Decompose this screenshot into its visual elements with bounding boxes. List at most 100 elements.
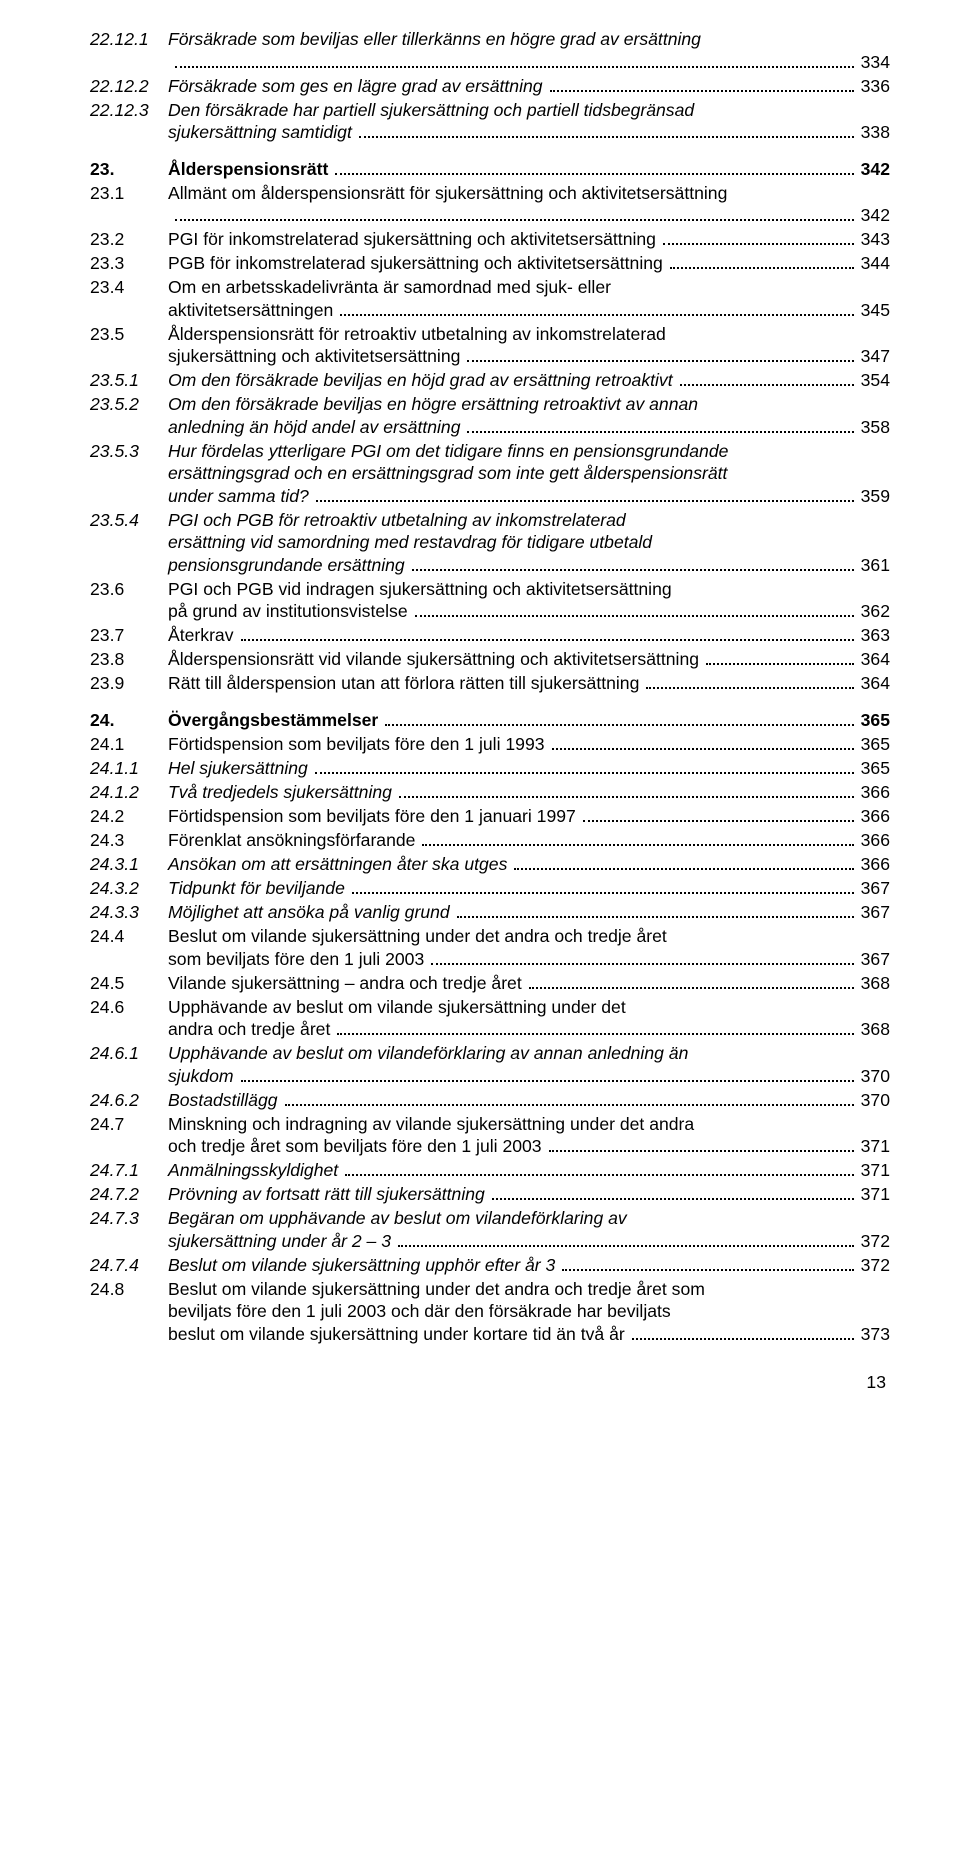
- toc-entry-title: aktivitetsersättningen: [168, 299, 337, 322]
- toc-leader: [550, 80, 854, 92]
- toc-leader: [514, 858, 853, 870]
- toc-entry-title-line: Upphävande av beslut om vilandeförklarin…: [168, 1042, 890, 1065]
- toc-entry: 22.12.3Den försäkrade har partiell sjuke…: [90, 99, 890, 144]
- toc-entry-page: 370: [857, 1065, 890, 1088]
- toc-entry-title: Hel sjukersättning: [168, 757, 312, 780]
- toc-entry-page: 366: [857, 853, 890, 876]
- toc-entry: 23.9Rätt till ålderspension utan att för…: [90, 672, 890, 695]
- toc-entry-page: 371: [857, 1135, 890, 1158]
- toc-entry-page: 358: [857, 416, 890, 439]
- toc-entry-page: 368: [857, 972, 890, 995]
- toc-entry-title-line: Beslut om vilande sjukersättning under d…: [168, 925, 890, 948]
- toc-entry-title-line: Den försäkrade har partiell sjukersättni…: [168, 99, 890, 122]
- toc-entry-title: Förtidspension som beviljats före den 1 …: [168, 733, 549, 756]
- toc-entry-title-line: Ålderspensionsrätt för retroaktiv utbeta…: [168, 323, 890, 346]
- toc-entry: 24.3.3Möjlighet att ansöka på vanlig gru…: [90, 901, 890, 924]
- toc-entry-label: 24.7: [90, 1113, 168, 1136]
- toc-entry: 23.8Ålderspensionsrätt vid vilande sjuke…: [90, 648, 890, 671]
- toc-entry-label: 24.3: [90, 829, 168, 852]
- toc-entry-body: Återkrav363: [168, 624, 890, 647]
- toc-entry-title-line: sjukersättning under år 2 – 3372: [168, 1230, 890, 1253]
- toc-entry-body: Två tredjedels sjukersättning366: [168, 781, 890, 804]
- toc-entry-title-line: ersättningsgrad och en ersättningsgrad s…: [168, 462, 890, 485]
- toc-entry-title: Ansökan om att ersättningen åter ska utg…: [168, 853, 511, 876]
- toc-leader: [241, 630, 854, 642]
- toc-leader: [562, 1259, 853, 1271]
- toc-entry-title-line: Om den försäkrade beviljas en högre ersä…: [168, 393, 890, 416]
- toc-entry-title-line: Ålderspensionsrätt342: [168, 158, 890, 181]
- toc-entry: 23.6PGI och PGB vid indragen sjukersättn…: [90, 578, 890, 623]
- toc-entry-label: 24.6.1: [90, 1042, 168, 1065]
- toc-entry-title-line: Om den försäkrade beviljas en höjd grad …: [168, 369, 890, 392]
- toc-entry-title-line: och tredje året som beviljats före den 1…: [168, 1135, 890, 1158]
- toc-leader: [241, 1070, 854, 1082]
- toc-entry: 24.3Förenklat ansökningsförfarande366: [90, 829, 890, 852]
- toc-entry-page: 370: [857, 1089, 890, 1112]
- toc-entry-title-line: Möjlighet att ansöka på vanlig grund367: [168, 901, 890, 924]
- toc-entry-title-line: aktivitetsersättningen345: [168, 299, 890, 322]
- toc-entry: 24.3.2Tidpunkt för beviljande367: [90, 877, 890, 900]
- toc-entry-title-line: Beslut om vilande sjukersättning upphör …: [168, 1254, 890, 1277]
- toc-entry-page: 366: [857, 829, 890, 852]
- toc-entry-page: 343: [857, 228, 890, 251]
- toc-entry-title: Ålderspensionsrätt vid vilande sjukersät…: [168, 648, 703, 671]
- toc-entry-label: 23.6: [90, 578, 168, 601]
- toc-entry-page: 364: [857, 648, 890, 671]
- toc-entry-label: 23.2: [90, 228, 168, 251]
- toc-leader: [549, 1141, 854, 1153]
- toc-entry-title-line: Rätt till ålderspension utan att förlora…: [168, 672, 890, 695]
- toc-entry-body: Prövning av fortsatt rätt till sjukersät…: [168, 1183, 890, 1206]
- toc-entry-label: 24.1.1: [90, 757, 168, 780]
- toc-entry-title: Anmälningsskyldighet: [168, 1159, 342, 1182]
- toc-entry-title-line: som beviljats före den 1 juli 2003367: [168, 948, 890, 971]
- toc-entry-title: och tredje året som beviljats före den 1…: [168, 1135, 546, 1158]
- toc-entry-label: 23.5.4: [90, 509, 168, 532]
- toc-entry-title-line: 342: [168, 204, 890, 227]
- toc-entry-page: 367: [857, 901, 890, 924]
- toc-entry: 23.4Om en arbetsskadelivränta är samordn…: [90, 276, 890, 321]
- toc-entry: 24.1.2Två tredjedels sjukersättning366: [90, 781, 890, 804]
- toc-entry-body: Rätt till ålderspension utan att förlora…: [168, 672, 890, 695]
- toc-entry-label: 24.7.3: [90, 1207, 168, 1230]
- toc-entry-label: 23.3: [90, 252, 168, 275]
- toc-leader: [316, 490, 854, 502]
- toc-entry-body: Anmälningsskyldighet371: [168, 1159, 890, 1182]
- toc-entry-page: 336: [857, 75, 890, 98]
- toc-entry-body: Den försäkrade har partiell sjukersättni…: [168, 99, 890, 144]
- toc-entry-title: Vilande sjukersättning – andra och tredj…: [168, 972, 526, 995]
- toc-entry: 24.7.3Begäran om upphävande av beslut om…: [90, 1207, 890, 1252]
- toc-entry-title-line: Hur fördelas ytterligare PGI om det tidi…: [168, 440, 890, 463]
- toc-leader: [412, 559, 854, 571]
- toc-entry-page: 361: [857, 554, 890, 577]
- toc-leader: [706, 654, 854, 666]
- toc-entry-body: PGB för inkomstrelaterad sjukersättning …: [168, 252, 890, 275]
- toc-entry-body: PGI och PGB vid indragen sjukersättning …: [168, 578, 890, 623]
- toc-entry-title-line: 334: [168, 51, 890, 74]
- toc-entry: 22.12.1Försäkrade som beviljas eller til…: [90, 28, 890, 73]
- toc-entry-title: sjukersättning under år 2 – 3: [168, 1230, 395, 1253]
- toc-entry-title-line: PGI och PGB vid indragen sjukersättning …: [168, 578, 890, 601]
- toc-entry-body: Ansökan om att ersättningen åter ska utg…: [168, 853, 890, 876]
- toc-entry-title: på grund av institutionsvistelse: [168, 600, 412, 623]
- toc-entry: 23.5.3Hur fördelas ytterligare PGI om de…: [90, 440, 890, 508]
- toc-entry-label: 24.4: [90, 925, 168, 948]
- toc-entry: 23.2PGI för inkomstrelaterad sjukersättn…: [90, 228, 890, 251]
- toc-entry-page: 365: [857, 733, 890, 756]
- toc-entry-page: 364: [857, 672, 890, 695]
- toc-entry: 24.6.2Bostadstillägg370: [90, 1089, 890, 1112]
- toc-leader: [399, 786, 854, 798]
- toc-entry-label: 23.5.1: [90, 369, 168, 392]
- toc-entry-title-line: Ålderspensionsrätt vid vilande sjukersät…: [168, 648, 890, 671]
- toc-entry: 24.2Förtidspension som beviljats före de…: [90, 805, 890, 828]
- toc-entry-title: Förtidspension som beviljats före den 1 …: [168, 805, 580, 828]
- page-number: 13: [90, 1371, 890, 1394]
- toc-leader: [632, 1328, 854, 1340]
- toc-leader: [340, 304, 853, 316]
- toc-entry: 24.1.1Hel sjukersättning365: [90, 757, 890, 780]
- toc-entry-page: 372: [857, 1254, 890, 1277]
- toc-entry-title: under samma tid?: [168, 485, 313, 508]
- toc-entry: 24.6Upphävande av beslut om vilande sjuk…: [90, 996, 890, 1041]
- toc-leader: [552, 738, 854, 750]
- toc-entry-title-line: Vilande sjukersättning – andra och tredj…: [168, 972, 890, 995]
- toc-entry-page: 367: [857, 877, 890, 900]
